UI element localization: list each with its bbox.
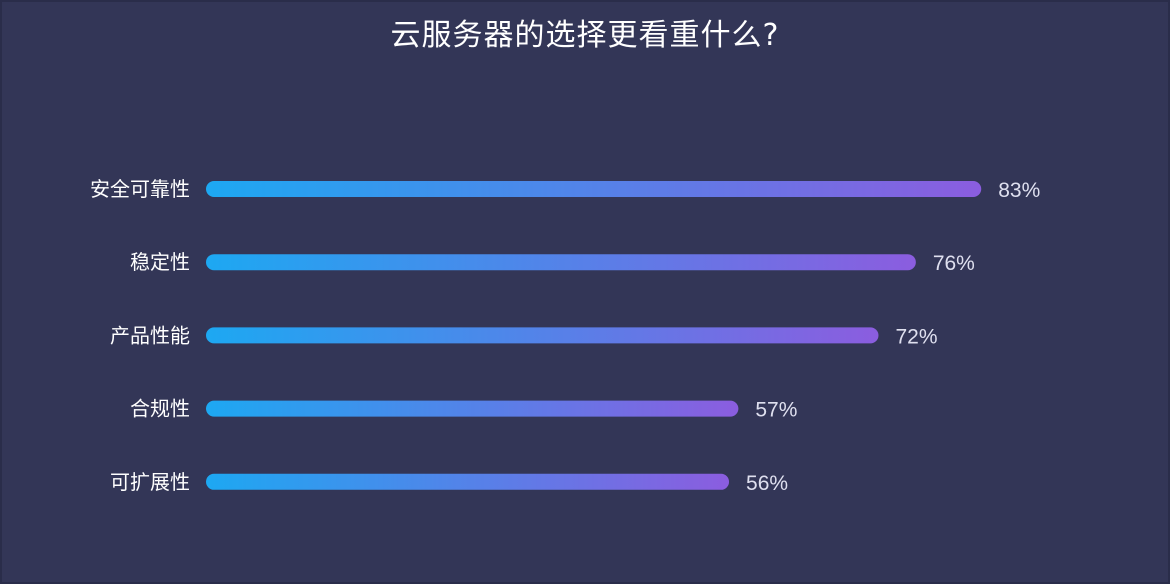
value-label: 56% xyxy=(746,472,788,495)
bar xyxy=(206,400,739,417)
bar xyxy=(206,254,916,271)
value-label: 83% xyxy=(998,179,1040,202)
bar-group: 安全可靠性 83% 稳定性 76% 产品性能 72% 合规性 57% 可扩展性 56% xyxy=(90,177,1040,495)
category-label: 合规性 xyxy=(130,397,190,421)
value-label: 76% xyxy=(933,252,975,275)
category-label: 安全可靠性 xyxy=(90,177,190,201)
value-label: 57% xyxy=(755,399,797,422)
value-label: 72% xyxy=(895,325,937,348)
bar xyxy=(206,327,879,344)
bar xyxy=(206,181,982,197)
category-label: 可扩展性 xyxy=(110,470,190,494)
bar xyxy=(206,473,730,490)
category-label: 产品性能 xyxy=(110,323,190,347)
chart-title: 云服务器的选择更看重什么? xyxy=(390,18,780,53)
category-label: 稳定性 xyxy=(130,250,190,274)
